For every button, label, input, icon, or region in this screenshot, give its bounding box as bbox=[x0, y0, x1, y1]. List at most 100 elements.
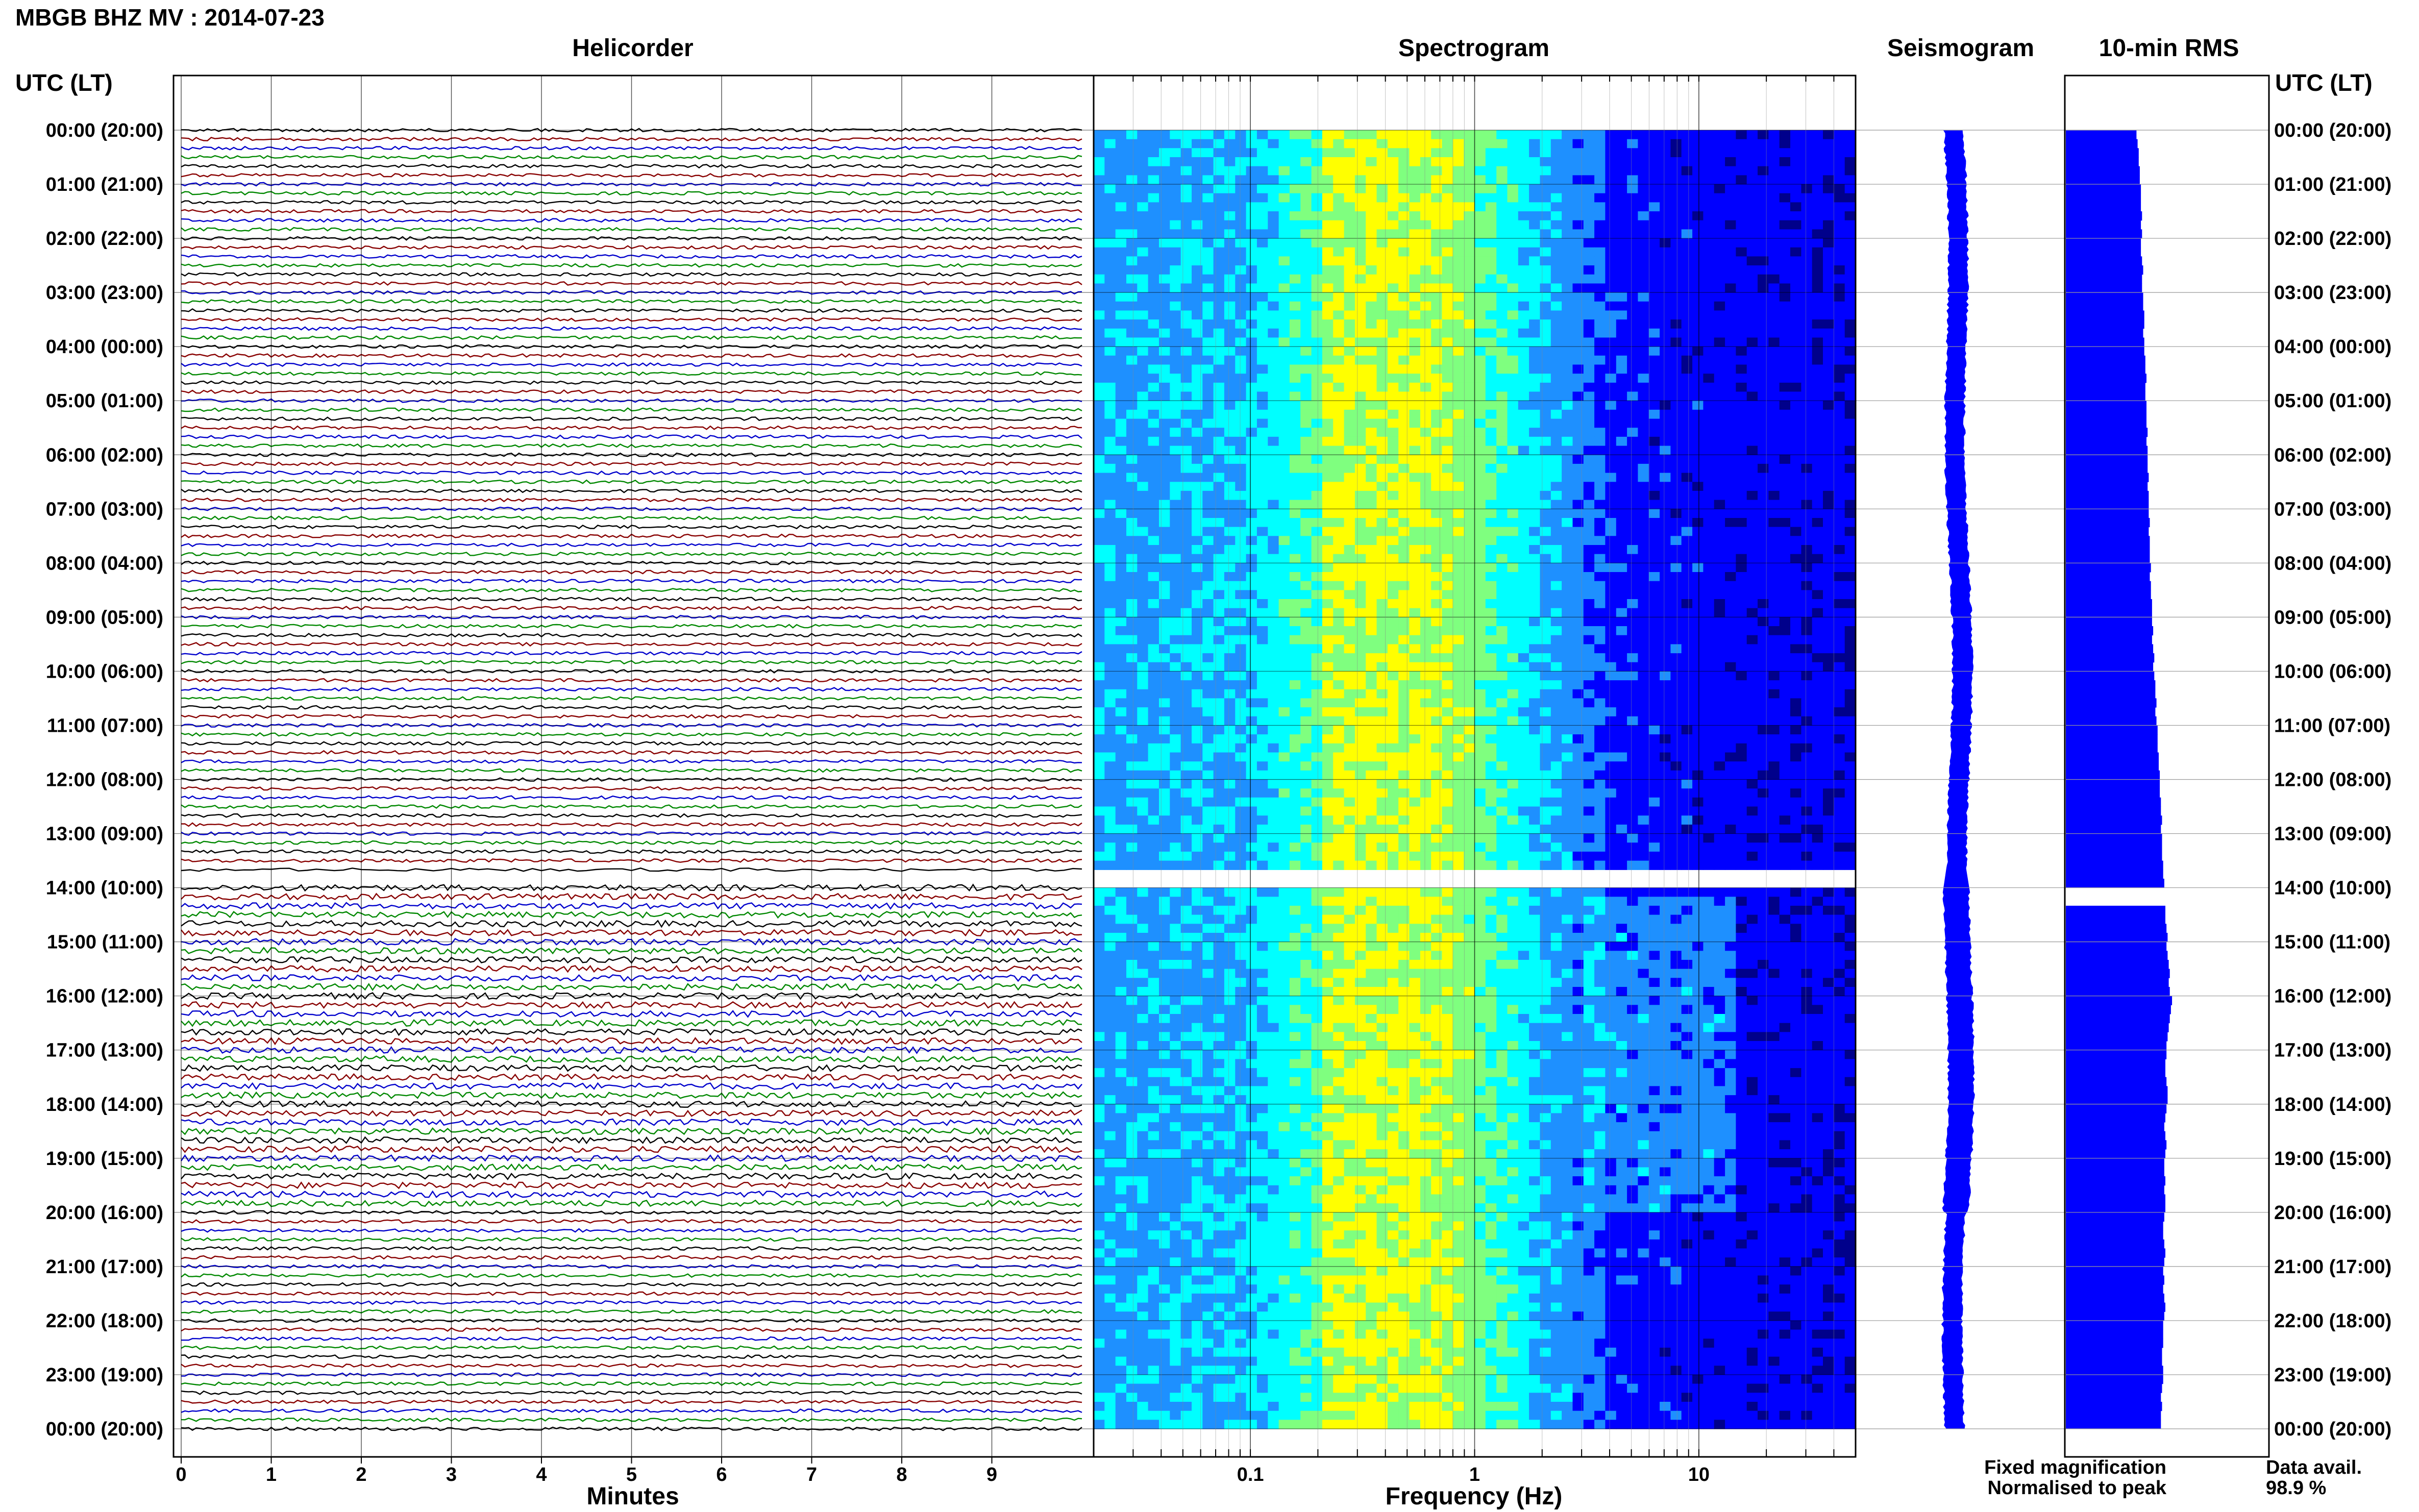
spec-cell bbox=[1758, 572, 1769, 582]
spec-cell bbox=[1409, 364, 1421, 374]
spec-cell bbox=[1202, 689, 1214, 699]
spec-cell bbox=[1725, 500, 1736, 509]
spec-cell bbox=[1714, 716, 1725, 726]
spec-cell bbox=[1779, 328, 1791, 338]
spec-cell bbox=[1485, 238, 1497, 248]
spec-cell bbox=[1464, 139, 1475, 148]
spec-cell bbox=[1758, 554, 1769, 563]
spec-cell bbox=[1638, 662, 1649, 672]
spec-cell bbox=[1300, 554, 1312, 563]
spec-cell bbox=[1540, 157, 1551, 167]
spec-cell bbox=[1344, 518, 1355, 528]
spec-cell bbox=[1670, 608, 1682, 617]
spec-cell bbox=[1224, 409, 1236, 419]
spec-cell bbox=[1311, 157, 1323, 167]
spec-cell bbox=[1322, 572, 1334, 582]
spec-cell bbox=[1572, 139, 1584, 148]
spec-cell bbox=[1681, 193, 1693, 203]
spec-cell bbox=[1431, 545, 1443, 555]
spec-cell bbox=[1192, 328, 1203, 338]
spec-cell bbox=[1464, 211, 1475, 221]
spec-cell bbox=[1180, 509, 1192, 518]
spec-cell bbox=[1812, 680, 1823, 690]
spec-cell bbox=[1485, 382, 1497, 392]
spec-cell bbox=[1725, 455, 1736, 464]
spec-cell bbox=[1550, 374, 1562, 383]
spec-cell bbox=[1300, 382, 1312, 392]
spec-cell bbox=[1485, 680, 1497, 690]
spec-cell bbox=[1725, 761, 1736, 771]
spec-cell bbox=[1409, 689, 1421, 699]
spec-cell bbox=[1692, 707, 1704, 717]
spec-cell bbox=[1660, 391, 1671, 401]
spec-cell bbox=[1278, 689, 1290, 699]
spec-cell bbox=[1779, 319, 1791, 329]
spec-cell bbox=[1322, 148, 1334, 158]
spec-cell bbox=[1354, 148, 1366, 158]
spec-cell bbox=[1289, 626, 1301, 636]
spec-cell bbox=[1256, 292, 1268, 302]
spec-cell bbox=[1409, 761, 1421, 771]
spec-cell bbox=[1616, 364, 1627, 374]
spec-cell bbox=[1256, 509, 1268, 518]
spec-cell bbox=[1333, 409, 1345, 419]
spec-cell bbox=[1660, 545, 1671, 555]
spec-cell bbox=[1464, 220, 1475, 230]
spec-cell bbox=[1202, 563, 1214, 573]
spec-cell bbox=[1844, 761, 1856, 771]
spec-cell bbox=[1126, 608, 1138, 617]
spec-cell bbox=[1366, 148, 1377, 158]
spec-cell bbox=[1202, 130, 1214, 140]
spec-cell bbox=[1834, 193, 1845, 203]
spec-cell bbox=[1278, 139, 1290, 148]
spec-cell bbox=[1202, 662, 1214, 672]
spec-cell bbox=[1235, 229, 1247, 239]
spec-cell bbox=[1289, 500, 1301, 509]
spec-cell bbox=[1474, 364, 1486, 374]
spec-cell bbox=[1235, 292, 1247, 302]
spec-cell bbox=[1213, 401, 1225, 410]
spec-cell bbox=[1518, 292, 1529, 302]
spec-cell bbox=[1431, 707, 1443, 717]
spec-cell bbox=[1387, 572, 1399, 582]
spec-cell bbox=[1148, 193, 1159, 203]
spec-cell bbox=[1202, 716, 1214, 726]
spec-cell bbox=[1170, 482, 1181, 491]
spec-cell bbox=[1115, 599, 1127, 609]
spec-cell bbox=[1540, 509, 1551, 518]
spec-cell bbox=[1246, 716, 1257, 726]
spec-cell bbox=[1115, 391, 1127, 401]
spec-cell bbox=[1409, 572, 1421, 582]
spec-cell bbox=[1681, 310, 1693, 320]
spec-cell bbox=[1115, 644, 1127, 654]
spec-cell bbox=[1616, 716, 1627, 726]
spec-cell bbox=[1094, 527, 1105, 536]
spec-cell bbox=[1278, 617, 1290, 627]
spec-cell bbox=[1736, 509, 1747, 518]
spec-cell bbox=[1703, 707, 1715, 717]
spec-cell bbox=[1692, 671, 1704, 681]
spec-cell bbox=[1594, 265, 1606, 275]
spec-cell bbox=[1268, 319, 1279, 329]
spec-cell bbox=[1790, 247, 1801, 257]
spec-cell bbox=[1366, 545, 1377, 555]
spec-cell bbox=[1311, 229, 1323, 239]
spec-cell bbox=[1464, 193, 1475, 203]
spec-cell bbox=[1638, 752, 1649, 762]
spec-cell bbox=[1398, 689, 1410, 699]
spec-cell bbox=[1452, 346, 1464, 356]
spec-cell bbox=[1518, 599, 1529, 609]
spec-cell bbox=[1431, 157, 1443, 167]
spec-cell bbox=[1594, 247, 1606, 257]
spec-cell bbox=[1148, 725, 1159, 735]
spec-cell bbox=[1311, 680, 1323, 690]
spec-cell bbox=[1725, 743, 1736, 753]
spec-cell bbox=[1311, 418, 1323, 428]
spec-cell bbox=[1670, 463, 1682, 474]
spec-cell bbox=[1844, 518, 1856, 528]
spec-cell bbox=[1648, 382, 1660, 392]
spec-cell bbox=[1464, 707, 1475, 717]
spec-cell bbox=[1725, 229, 1736, 239]
spec-cell bbox=[1801, 310, 1813, 320]
spec-cell bbox=[1616, 581, 1627, 590]
